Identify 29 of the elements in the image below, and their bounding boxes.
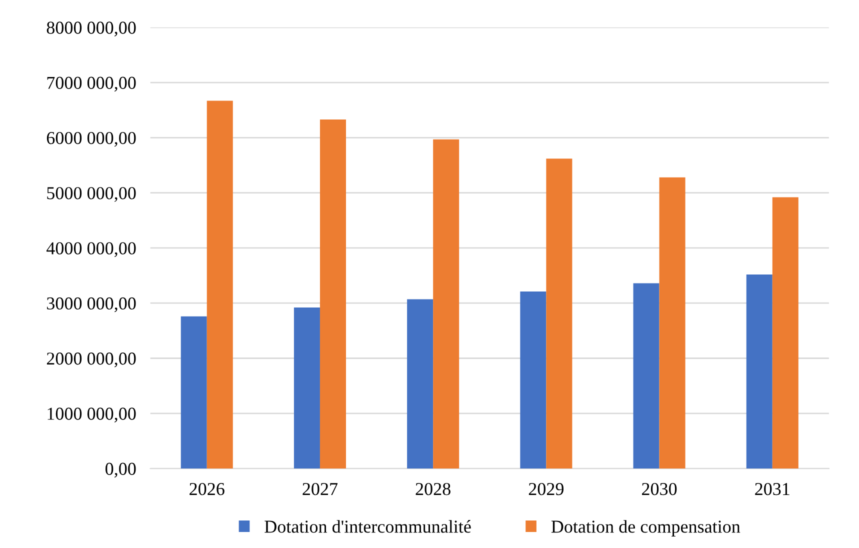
bar — [294, 308, 320, 469]
bar — [659, 177, 686, 469]
bar — [772, 197, 798, 469]
bar — [180, 316, 207, 469]
y-tick-label: 5000 000,00 — [47, 187, 136, 202]
bar — [320, 119, 346, 469]
bar — [520, 292, 546, 469]
x-tick-label: 2026 — [190, 482, 224, 496]
legend-label: Dotation de compensation — [551, 520, 740, 536]
x-tick-label: 2028 — [416, 482, 450, 496]
x-tick-label: 2031 — [755, 482, 790, 496]
bar — [633, 283, 660, 469]
bar — [407, 299, 434, 469]
bar — [433, 139, 460, 469]
y-tick-label: 2000 000,00 — [46, 352, 136, 368]
y-tick-label: 8000 000,00 — [46, 22, 136, 36]
y-tick-label: 7000 000,00 — [47, 76, 136, 92]
bar — [746, 274, 772, 469]
bar — [206, 100, 233, 469]
x-tick-label: 2029 — [528, 482, 564, 496]
y-tick-label: 1000 000,00 — [48, 408, 136, 422]
y-tick-label: 4000 000,00 — [46, 242, 136, 258]
y-tick-label: 0,00 — [106, 462, 136, 478]
y-tick-label: 6000 000,00 — [46, 132, 136, 147]
y-tick-label: 3000 000,00 — [47, 297, 136, 312]
bar — [546, 158, 572, 469]
x-tick-label: 2027 — [302, 482, 338, 496]
legend-label: Dotation d'intercommunalité — [264, 520, 471, 533]
x-tick-label: 2030 — [642, 482, 677, 496]
